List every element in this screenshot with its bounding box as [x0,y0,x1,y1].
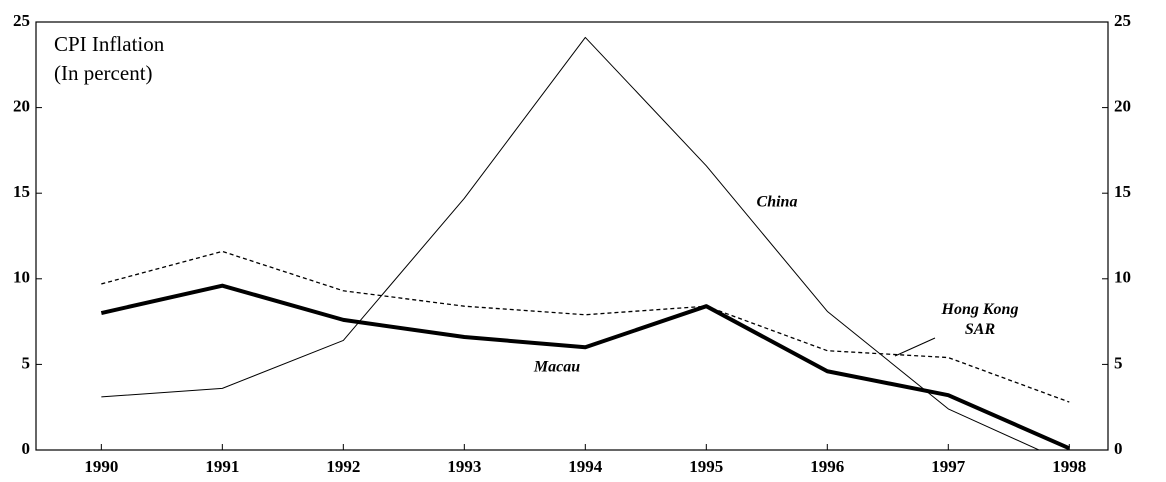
series-label: Hong Kong SAR [941,301,1019,338]
chart-title: CPI Inflation [54,32,165,56]
label-pointer [894,337,936,357]
y-tick-label: 0 [22,439,31,458]
y-tick-label: 25 [13,11,30,30]
x-tick-label: 1998 [1052,457,1086,476]
y2-tick-label: 5 [1114,353,1123,372]
y2-tick-label: 10 [1114,268,1131,287]
plot-frame [35,21,1109,451]
y-tick-label: 10 [13,268,30,287]
y2-tick-label: 15 [1114,182,1131,201]
x-tick-label: 1992 [326,457,360,476]
series-label: Macau [533,359,580,376]
y2-tick-label: 25 [1114,11,1131,30]
series-line [100,283,1071,450]
y2-tick-label: 20 [1114,97,1131,116]
x-tick-label: 1997 [931,457,966,476]
y2-tick-label: 0 [1114,439,1123,458]
x-tick-label: 1995 [689,457,723,476]
series-line [101,250,1070,403]
series-label: China [757,194,798,211]
y-tick-label: 5 [22,353,31,372]
x-tick-label: 1993 [447,457,481,476]
y-tick-label: 15 [13,182,30,201]
y-tick-label: 20 [13,97,30,116]
x-tick-label: 1994 [568,457,603,476]
x-tick-label: 1996 [810,457,844,476]
chart-subtitle: (In percent) [54,61,153,85]
x-tick-label: 1990 [84,457,118,476]
x-tick-label: 1991 [205,457,239,476]
series-line [101,36,1041,450]
